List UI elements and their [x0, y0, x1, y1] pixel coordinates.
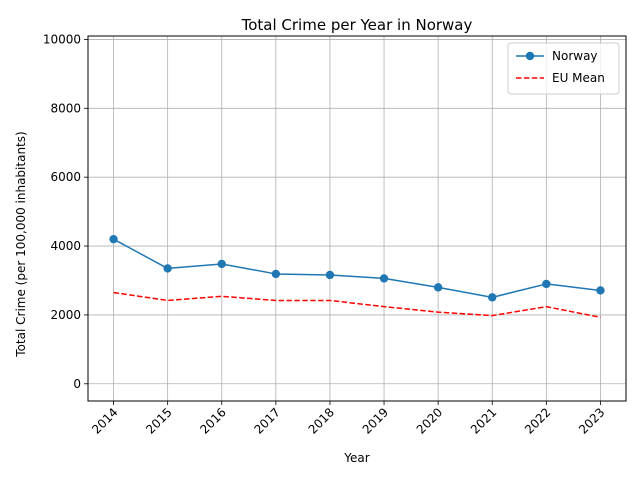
legend-marker-norway [525, 51, 535, 61]
data-point-norway [271, 269, 281, 279]
data-point-norway [217, 259, 226, 269]
data-point-norway [596, 286, 605, 295]
data-point-norway [433, 283, 443, 292]
legend-label-eu-mean: EU Mean [552, 71, 605, 85]
series-line-eu-mean [113, 291, 601, 319]
plot-area-frame [87, 35, 627, 402]
grid [88, 36, 626, 401]
data-point-norway [163, 264, 172, 273]
x-axis-label: Year [343, 451, 369, 465]
y-tick-label: 2000 [50, 308, 81, 322]
legend-label-norway: Norway [552, 49, 598, 63]
y-tick-label: 8000 [50, 101, 81, 115]
series-group [109, 234, 605, 319]
y-tick-label: 10000 [43, 32, 81, 46]
series-line-norway [113, 238, 601, 299]
legend: Norway EU Mean [507, 42, 620, 95]
data-point-norway [325, 270, 335, 280]
data-point-norway [488, 293, 497, 302]
data-point-norway [109, 234, 118, 244]
chart-title: Total Crime per Year in Norway [241, 16, 473, 34]
data-point-norway [542, 279, 551, 289]
y-tick-label: 4000 [50, 239, 81, 253]
y-tick-label: 0 [73, 377, 81, 391]
y-tick-label: 6000 [50, 170, 81, 184]
y-axis-label: Total Crime (per 100,000 inhabitants) [14, 131, 28, 357]
data-point-norway [379, 274, 389, 283]
